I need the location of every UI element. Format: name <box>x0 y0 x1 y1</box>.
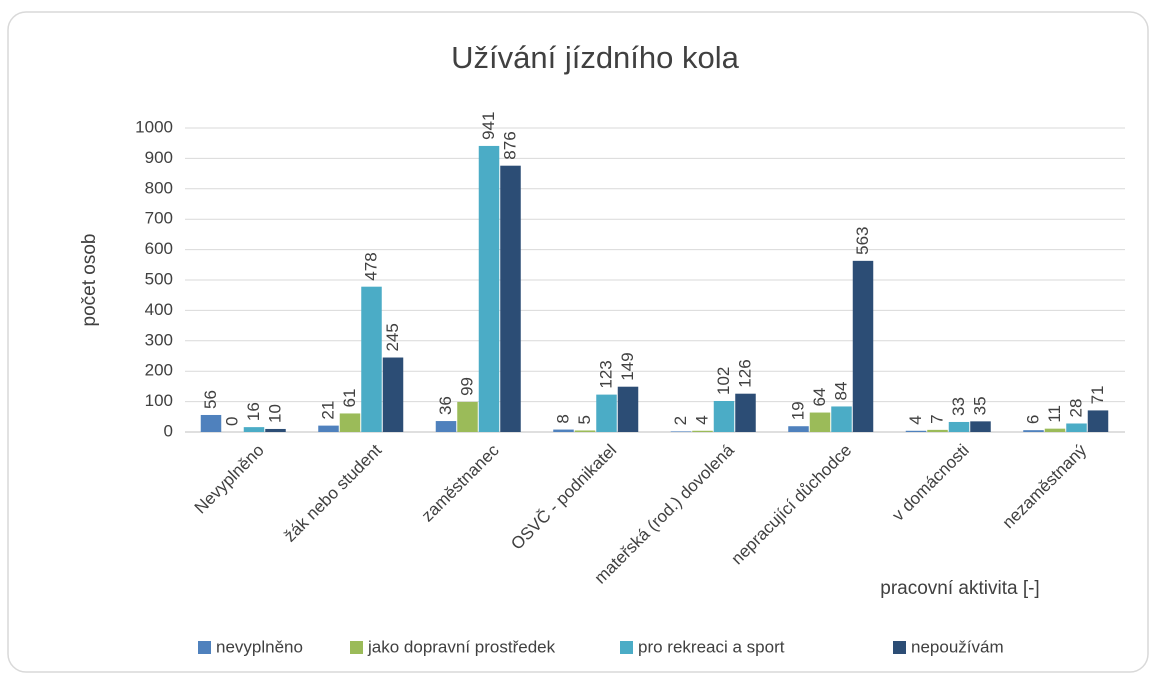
bar <box>361 286 382 432</box>
legend-label: nevyplněno <box>216 637 303 656</box>
y-tick-label: 500 <box>145 269 173 288</box>
bar <box>927 429 948 432</box>
y-tick-label: 700 <box>145 209 173 228</box>
bar <box>382 357 404 432</box>
x-axis-title: pracovní aktivita [-] <box>880 578 1039 599</box>
data-label: 99 <box>457 377 476 396</box>
data-label: 10 <box>265 404 284 423</box>
bar <box>500 165 521 433</box>
y-tick-label: 100 <box>145 391 173 410</box>
bar <box>435 421 457 432</box>
y-tick-label: 800 <box>145 178 173 197</box>
data-label: 5 <box>575 415 594 424</box>
y-axis-title: počet osob <box>79 234 100 327</box>
data-label: 16 <box>244 402 263 421</box>
y-tick-label: 900 <box>145 148 173 167</box>
bar <box>831 406 852 432</box>
bar <box>243 427 265 432</box>
bar <box>1023 430 1044 432</box>
bar <box>948 421 970 432</box>
data-label: 71 <box>1088 385 1107 404</box>
bar <box>596 394 617 432</box>
bar <box>339 413 361 432</box>
bar <box>809 412 831 432</box>
bar <box>478 145 500 432</box>
data-label: 36 <box>436 396 455 415</box>
bar <box>692 430 713 432</box>
y-tick-label: 200 <box>145 361 173 380</box>
data-label: 21 <box>318 401 337 420</box>
data-label: 7 <box>927 414 946 423</box>
legend-swatch <box>620 641 633 654</box>
bar <box>1066 423 1087 432</box>
bar <box>788 426 809 432</box>
data-label: 33 <box>949 397 968 416</box>
legend-label: nepoužívám <box>911 637 1004 656</box>
data-label: 61 <box>340 389 359 408</box>
bar <box>670 431 692 432</box>
data-label: 102 <box>714 367 733 395</box>
data-label: 245 <box>383 323 402 351</box>
bar <box>735 393 756 432</box>
bar <box>1044 428 1066 432</box>
legend-label: jako dopravní prostředek <box>367 637 556 656</box>
bar <box>200 414 222 432</box>
data-label: 19 <box>788 401 807 420</box>
data-label: 941 <box>479 112 498 140</box>
data-label: 478 <box>361 252 380 280</box>
data-label: 149 <box>618 352 637 380</box>
data-label: 8 <box>553 414 572 423</box>
data-label: 876 <box>500 131 519 159</box>
bar <box>970 421 991 432</box>
data-label: 563 <box>853 226 872 254</box>
bar <box>574 430 596 432</box>
bar <box>265 428 286 432</box>
legend-swatch <box>350 641 363 654</box>
y-tick-label: 1000 <box>135 117 173 136</box>
bar <box>1087 410 1109 432</box>
y-tick-label: 600 <box>145 239 173 258</box>
data-label: 6 <box>1023 415 1042 424</box>
y-tick-label: 400 <box>145 300 173 319</box>
data-label: 11 <box>1045 405 1064 423</box>
y-tick-label: 300 <box>145 330 173 349</box>
bar <box>905 430 927 432</box>
data-label: 126 <box>735 359 754 387</box>
data-label: 28 <box>1066 399 1085 418</box>
data-label: 2 <box>671 416 690 425</box>
chart-frame <box>7 11 1149 673</box>
bar <box>713 400 735 432</box>
bar <box>852 260 874 432</box>
data-label: 123 <box>596 360 615 388</box>
chart-title: Užívání jízdního kola <box>451 40 740 75</box>
legend-swatch <box>893 641 906 654</box>
data-label: 4 <box>692 415 711 424</box>
legend-label: pro rekreaci a sport <box>638 637 785 656</box>
data-label: 56 <box>201 390 220 409</box>
y-tick-label: 0 <box>164 421 173 440</box>
data-label: 84 <box>831 382 850 401</box>
data-label: 4 <box>906 415 925 424</box>
bar <box>318 425 339 432</box>
legend-swatch <box>198 641 211 654</box>
bar <box>553 429 574 432</box>
data-label: 35 <box>970 396 989 415</box>
bar <box>617 386 639 432</box>
data-label: 0 <box>222 417 241 426</box>
bar <box>457 401 478 432</box>
data-label: 64 <box>810 388 829 407</box>
